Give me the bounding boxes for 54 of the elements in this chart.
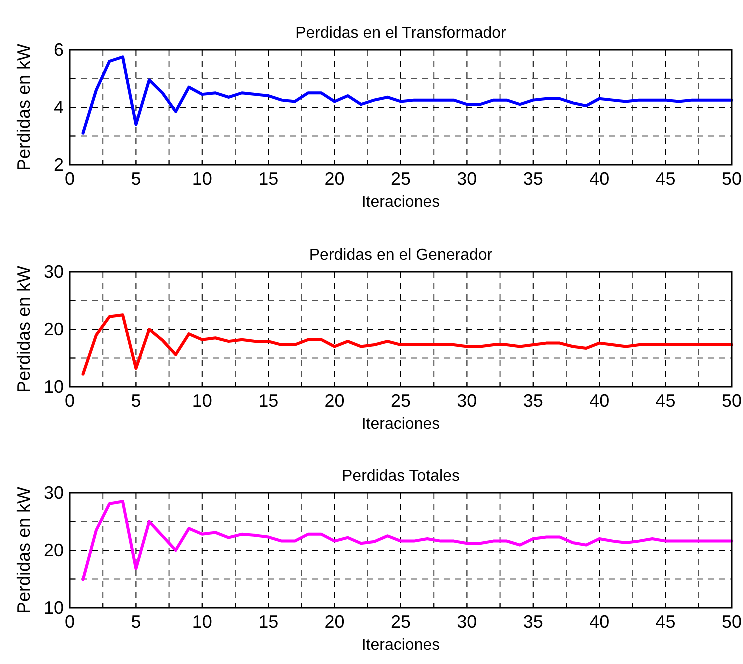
x-tick-label: 45 xyxy=(656,169,676,189)
x-tick-label: 50 xyxy=(722,612,742,632)
y-tick-label: 20 xyxy=(44,540,64,560)
x-tick-label: 30 xyxy=(457,612,478,632)
chart-title: Perdidas en el Transformador xyxy=(296,25,508,42)
x-tick-label: 25 xyxy=(390,169,412,189)
x-tick-label: 35 xyxy=(523,391,544,411)
y-axis-title: Perdidas en kW xyxy=(14,486,34,614)
x-tick-label: 0 xyxy=(64,391,76,411)
x-tick-label: 35 xyxy=(523,612,544,632)
y-tick-label: 20 xyxy=(44,320,64,340)
x-axis-title: Iteraciones xyxy=(362,637,440,654)
y-axis-title: Perdidas en kW xyxy=(14,44,34,172)
x-tick-label: 25 xyxy=(390,391,412,411)
y-tick-label: 10 xyxy=(44,598,64,618)
x-tick-label: 30 xyxy=(457,169,478,189)
x-tick-label: 50 xyxy=(722,391,742,411)
line-series xyxy=(82,56,734,135)
x-tick-label: 40 xyxy=(590,169,610,189)
y-tick-label: 30 xyxy=(44,483,64,503)
x-tick-label: 20 xyxy=(324,169,345,189)
y-tick-label: 30 xyxy=(44,262,64,282)
x-tick-label: 50 xyxy=(722,169,742,189)
x-tick-label: 30 xyxy=(457,391,478,411)
x-tick-label: 15 xyxy=(258,169,279,189)
x-tick-label: 20 xyxy=(324,612,345,632)
x-tick-label: 40 xyxy=(590,391,610,411)
x-tick-label: 45 xyxy=(656,391,676,411)
x-axis-title: Iteraciones xyxy=(362,416,440,433)
x-tick-label: 5 xyxy=(131,612,142,632)
x-tick-label: 15 xyxy=(258,391,279,411)
y-tick-label: 2 xyxy=(54,155,64,175)
x-tick-label: 35 xyxy=(523,169,544,189)
x-tick-label: 0 xyxy=(64,169,76,189)
x-tick-label: 25 xyxy=(390,612,412,632)
x-tick-label: 5 xyxy=(131,391,142,411)
x-tick-label: 5 xyxy=(131,169,142,189)
y-tick-label: 4 xyxy=(54,98,64,118)
x-tick-label: 0 xyxy=(64,612,76,632)
line-series xyxy=(82,500,734,582)
x-tick-label: 10 xyxy=(192,612,212,632)
x-tick-label: 20 xyxy=(324,391,345,411)
x-tick-label: 10 xyxy=(192,391,212,411)
x-tick-label: 15 xyxy=(258,612,279,632)
x-tick-label: 10 xyxy=(192,169,212,189)
x-tick-label: 40 xyxy=(590,612,610,632)
y-axis-title: Perdidas en kW xyxy=(14,266,34,394)
y-tick-label: 10 xyxy=(44,377,64,397)
x-axis-title: Iteraciones xyxy=(362,194,440,211)
y-tick-label: 6 xyxy=(54,40,64,60)
chart-title: Perdidas en el Generador xyxy=(309,247,494,264)
x-tick-label: 45 xyxy=(656,612,676,632)
line-series xyxy=(82,314,734,376)
chart-title: Perdidas Totales xyxy=(342,468,460,485)
